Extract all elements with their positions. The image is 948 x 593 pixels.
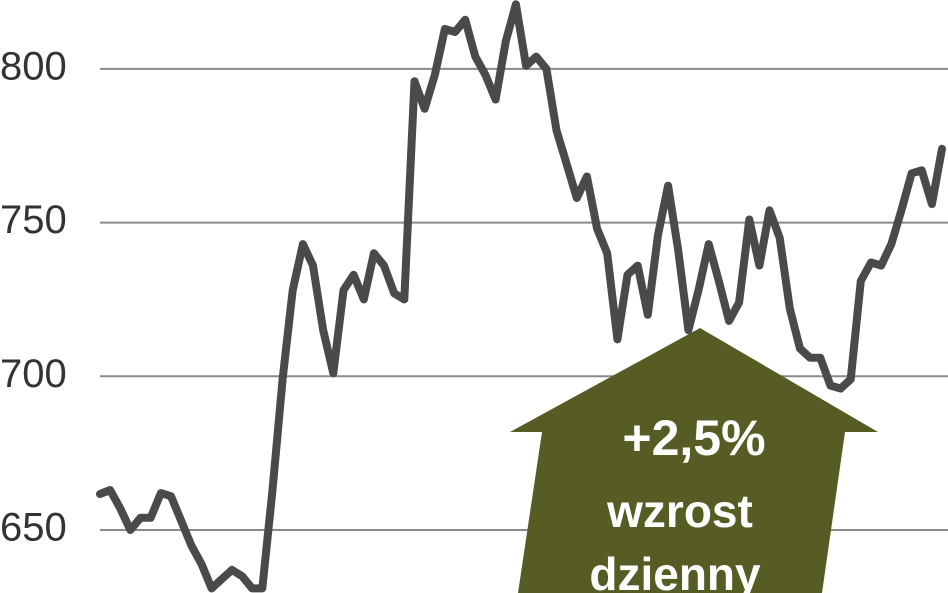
annotation: +2,5% wzrost dzienny bbox=[510, 328, 878, 593]
annotation-line: wzrost bbox=[606, 485, 753, 537]
lines bbox=[96, 0, 946, 593]
y-tick-label: 700 bbox=[0, 352, 67, 396]
y-tick-label: 650 bbox=[0, 506, 67, 550]
y-tick-label: 750 bbox=[0, 198, 67, 242]
line bbox=[96, 0, 946, 593]
annotation-value: +2,5% bbox=[622, 410, 765, 466]
annotation-arrow bbox=[510, 328, 878, 593]
annotation-line: dzienny bbox=[589, 548, 761, 593]
y-tick-label: 800 bbox=[0, 44, 67, 88]
